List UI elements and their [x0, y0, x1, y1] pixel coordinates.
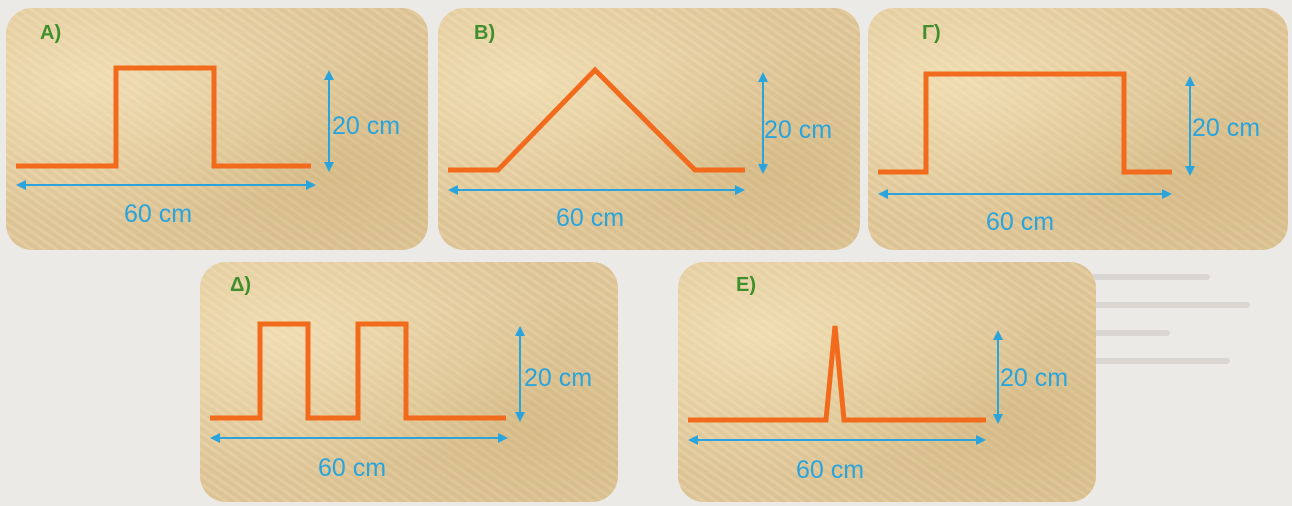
wave-g	[878, 71, 1172, 175]
height-label-e: 20 cm	[1000, 364, 1069, 392]
wave-d	[210, 321, 506, 421]
wave-e	[688, 325, 986, 423]
height-label-b: 20 cm	[764, 116, 833, 144]
panel-e-label: E)	[736, 274, 756, 296]
panel-a: A) 20 cm 60 cm	[6, 8, 428, 250]
panel-a-label: A)	[40, 22, 62, 44]
pulse-diagram-a	[16, 65, 334, 190]
wave-b	[448, 66, 745, 173]
wave-a	[16, 65, 311, 169]
panel-d-label: Δ)	[230, 274, 252, 296]
height-label-d: 20 cm	[524, 364, 593, 392]
double-pulse-diagram-d	[210, 321, 525, 443]
spike-diagram-e	[688, 325, 1003, 445]
triangle-diagram-b	[448, 66, 768, 195]
panel-e: E) 20 cm 60 cm	[678, 262, 1096, 502]
pulse-diagram-g	[878, 71, 1195, 199]
width-label-e: 60 cm	[796, 456, 865, 484]
width-label-d: 60 cm	[318, 454, 387, 482]
panel-g: Γ) 20 cm 60 cm	[868, 8, 1288, 250]
panel-d: Δ) 20 cm 60 cm	[200, 262, 618, 502]
height-label-g: 20 cm	[1192, 114, 1261, 142]
width-label-b: 60 cm	[556, 204, 625, 232]
panel-b-label: B)	[474, 22, 496, 44]
height-label-a: 20 cm	[332, 112, 401, 140]
panel-b: B) 20 cm 60 cm	[438, 8, 860, 250]
panel-g-label: Γ)	[922, 22, 941, 44]
width-label-g: 60 cm	[986, 208, 1055, 236]
width-label-a: 60 cm	[124, 200, 193, 228]
